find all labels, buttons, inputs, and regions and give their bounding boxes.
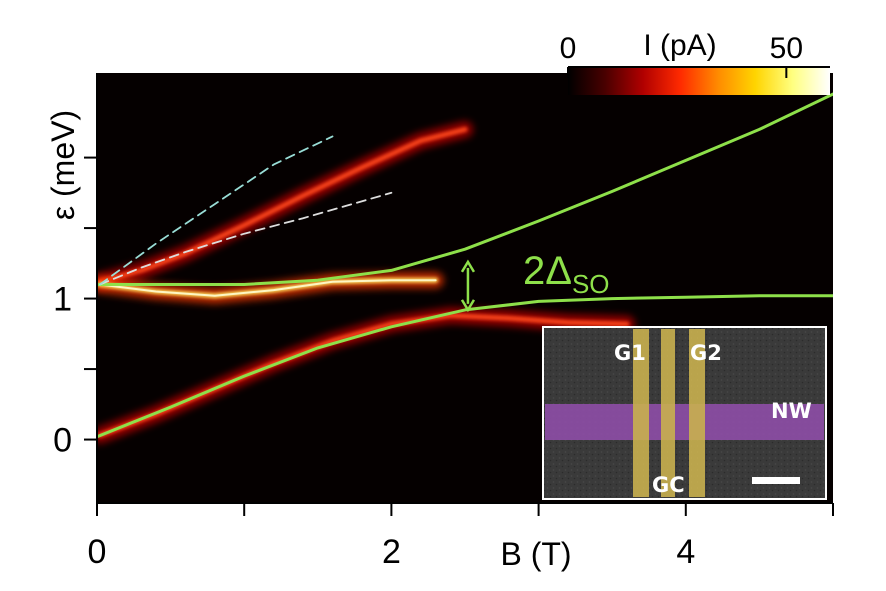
inset-label-gc: GC [652,473,685,497]
intensity-band-peak [98,279,437,297]
inset-label-g1: G1 [614,341,646,365]
y-tick-label: 0 [53,422,72,460]
fit-line [97,294,833,439]
colorbar-ramp [568,67,830,95]
colorbar-label: I (pA) [643,29,716,62]
inset-scale-bar [752,477,800,484]
gap-arrow-head-bottom [460,299,476,313]
inset-nanowire [545,404,824,440]
inset-label-g2: G2 [690,341,722,365]
intensity-band-core [97,126,468,285]
inset-gate-g1 [633,329,649,497]
fit-line [97,92,833,286]
x-tick-label: 2 [382,533,401,571]
colorbar-tick-label: 0 [560,32,577,65]
gap-label: 2ΔSO [523,249,610,299]
inset-label-nw: NW [771,399,812,423]
dashed-guide-line [99,135,334,286]
spin-orbit-gap-annotation: 2ΔSO [460,249,610,313]
axes: 0 2 4 0 1 B (T) ε (meV) [45,73,834,572]
colorbar-tick-label: 50 [770,32,803,65]
colorbar: 0 50 I (pA) [560,29,830,95]
device-inset: G1 G2 NW GC [542,326,827,500]
intensity-bands [97,121,635,444]
x-axis-label: B (T) [500,536,571,572]
y-axis-label: ε (meV) [45,110,81,220]
inset-gate-g2 [689,329,705,497]
x-tick-label: 4 [676,533,695,571]
fit-lines [97,92,833,439]
x-tick-label: 0 [88,533,107,571]
y-tick-label: 1 [53,281,72,319]
inset-gate-gc [661,329,675,497]
gap-arrow-head-top [460,259,476,273]
dashed-guide-line [99,191,393,286]
